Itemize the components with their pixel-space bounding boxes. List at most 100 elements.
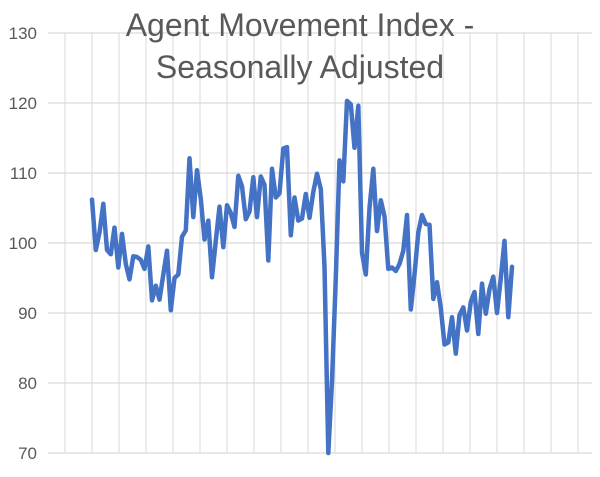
data-point — [241, 185, 244, 188]
data-point — [128, 278, 131, 281]
data-point — [214, 239, 217, 242]
data-point — [113, 226, 116, 229]
data-point — [469, 300, 472, 303]
data-point — [297, 219, 300, 222]
data-point — [188, 157, 191, 160]
data-point — [211, 276, 214, 279]
data-point — [222, 246, 225, 249]
data-point — [458, 314, 461, 317]
data-point — [121, 232, 124, 235]
data-point — [226, 204, 229, 207]
data-point — [507, 316, 510, 319]
data-point — [256, 216, 259, 219]
data-point — [372, 167, 375, 170]
data-point — [196, 169, 199, 172]
data-point — [481, 282, 484, 285]
data-point — [166, 249, 169, 252]
horizontal-gridlines — [48, 32, 592, 454]
data-point — [154, 284, 157, 287]
data-point — [342, 180, 345, 183]
chart-title: Agent Movement Index - Seasonally Adjust… — [0, 4, 600, 88]
y-tick-label: 130 — [9, 24, 37, 43]
data-point — [319, 188, 322, 191]
data-point — [503, 239, 506, 242]
data-point — [233, 225, 236, 228]
data-point — [286, 146, 289, 149]
data-point — [124, 263, 127, 266]
data-point — [492, 275, 495, 278]
data-point — [267, 259, 270, 262]
data-point — [109, 253, 112, 256]
data-point — [282, 147, 285, 150]
y-tick-label: 90 — [18, 304, 37, 323]
data-point — [473, 291, 476, 294]
data-point — [409, 308, 412, 311]
y-axis-tick-labels: 70 80 90 100 110 120 130 — [9, 24, 37, 463]
data-point — [432, 298, 435, 301]
data-point — [117, 266, 120, 269]
data-point — [439, 307, 442, 310]
series-points — [91, 99, 514, 454]
data-point — [477, 333, 480, 336]
data-point — [511, 265, 514, 268]
data-point — [158, 298, 161, 301]
data-point — [376, 230, 379, 233]
data-point — [203, 238, 206, 241]
data-point — [162, 273, 165, 276]
data-point — [106, 249, 109, 252]
data-point — [252, 176, 255, 179]
data-point — [192, 216, 195, 219]
data-point — [289, 234, 292, 237]
y-tick-label: 110 — [10, 164, 37, 183]
data-point — [421, 214, 424, 217]
data-point — [447, 341, 450, 344]
data-point — [199, 197, 202, 200]
data-point — [443, 343, 446, 346]
data-point — [394, 270, 397, 273]
data-point — [207, 219, 210, 222]
data-point — [181, 235, 184, 238]
data-point — [398, 263, 401, 266]
data-point — [402, 249, 405, 252]
data-point — [169, 309, 172, 312]
data-point — [391, 266, 394, 269]
y-tick-label: 100 — [9, 234, 37, 253]
data-point — [488, 288, 491, 291]
data-point — [316, 172, 319, 175]
data-point — [387, 267, 390, 270]
series-line — [89, 98, 515, 456]
data-point — [312, 190, 315, 193]
data-point — [94, 249, 97, 252]
data-point — [132, 255, 135, 258]
data-point — [184, 229, 187, 232]
data-point — [293, 196, 296, 199]
data-point — [466, 329, 469, 332]
data-point — [229, 211, 232, 214]
data-point — [327, 452, 330, 455]
data-point — [346, 99, 349, 102]
data-point — [248, 210, 251, 213]
data-point — [496, 312, 499, 315]
data-point — [139, 258, 142, 261]
data-point — [278, 192, 281, 195]
data-point — [259, 175, 262, 178]
data-point — [357, 104, 360, 107]
data-point — [451, 316, 454, 319]
data-point — [323, 265, 326, 268]
data-point — [413, 273, 416, 276]
data-point — [218, 205, 221, 208]
data-point — [143, 267, 146, 270]
data-point — [244, 218, 247, 221]
data-point — [102, 202, 105, 205]
data-point — [436, 281, 439, 284]
chart-title-line-2: Seasonally Adjusted — [155, 49, 445, 85]
data-point — [424, 223, 427, 226]
data-point — [379, 199, 382, 202]
data-point — [428, 223, 431, 226]
data-point — [301, 217, 304, 220]
data-point — [334, 277, 337, 280]
data-point — [454, 352, 457, 355]
data-point — [383, 215, 386, 218]
data-point — [368, 207, 371, 210]
